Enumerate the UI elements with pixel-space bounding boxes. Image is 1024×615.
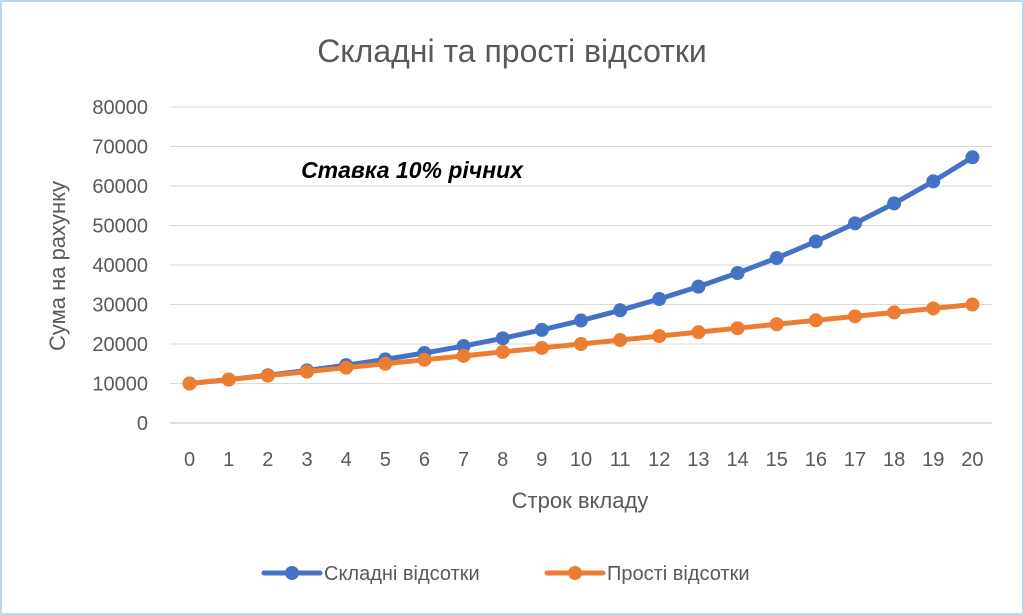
y-tick-label: 70000: [92, 137, 148, 159]
data-point: [534, 340, 549, 355]
x-tick-label: 2: [262, 449, 273, 471]
x-tick-label: 7: [458, 449, 469, 471]
legend-entry: Складні відсотки: [261, 563, 480, 585]
grid-layer: [170, 106, 992, 424]
legend: Складні відсотки Прості відсотки: [261, 563, 750, 585]
x-tick-label: 19: [922, 449, 944, 471]
data-point: [965, 297, 980, 312]
x-tick-label: 9: [536, 449, 547, 471]
x-tick-label: 17: [844, 449, 866, 471]
x-tick-label: 11: [610, 449, 631, 471]
legend-label: Прості відсотки: [607, 563, 750, 585]
x-tick-label: 16: [805, 449, 827, 471]
data-point: [808, 234, 823, 249]
x-tick-label: 20: [961, 449, 983, 471]
data-point: [926, 174, 941, 189]
data-point: [456, 339, 471, 354]
data-point: [339, 360, 354, 375]
data-point: [691, 279, 706, 294]
series-2: [182, 297, 980, 391]
data-point: [808, 313, 823, 328]
data-point: [300, 364, 314, 379]
data-point: [887, 196, 902, 211]
legend-swatch-marker: [285, 566, 299, 580]
legend-entry: Прості відсотки: [544, 563, 750, 585]
x-tick-label: 10: [570, 449, 592, 471]
data-point: [613, 303, 628, 318]
data-point: [769, 317, 784, 332]
y-axis-title: Сума на рахунку: [45, 181, 70, 351]
data-point: [260, 368, 275, 383]
data-point: [574, 337, 588, 351]
data-point: [534, 322, 549, 337]
y-tick-label: 40000: [92, 255, 148, 277]
data-point: [574, 313, 588, 328]
data-point: [965, 150, 980, 165]
data-point: [730, 321, 745, 336]
series-layer: [182, 150, 980, 391]
data-point: [652, 329, 667, 344]
y-tick-label: 10000: [92, 374, 148, 396]
data-point: [495, 331, 510, 346]
data-point: [495, 344, 510, 359]
data-point: [378, 356, 393, 371]
data-point: [769, 251, 784, 266]
x-tick-label: 8: [497, 449, 508, 471]
data-point: [926, 301, 941, 316]
legend-swatch-marker: [568, 566, 582, 580]
y-tick-label: 80000: [92, 97, 148, 119]
data-point: [848, 216, 862, 231]
y-tick-label: 50000: [92, 216, 148, 238]
data-point: [887, 305, 902, 320]
data-point: [417, 352, 432, 367]
x-tick-label: 0: [184, 449, 195, 471]
data-point: [730, 265, 745, 280]
x-tick-label: 12: [648, 449, 670, 471]
data-point: [848, 309, 862, 324]
x-tick-label: 15: [766, 449, 788, 471]
x-tick-label: 3: [301, 449, 312, 471]
y-tick-layer: 0 10000 20000 30000 40000 50000 60000 70000 8000…: [92, 97, 148, 435]
x-tick-label: 6: [419, 449, 430, 471]
x-tick-label: 18: [883, 449, 905, 471]
y-tick-label: 30000: [92, 295, 148, 317]
data-point: [652, 292, 667, 307]
y-tick-label: 20000: [92, 334, 148, 356]
data-point: [221, 372, 236, 387]
data-point: [691, 325, 706, 340]
x-tick-label: 1: [223, 449, 234, 471]
data-point: [182, 376, 197, 391]
x-tick-layer: 0 1 2 3 4 5 6 7 8 9 10 11 12 13 14 15 16 17 18 19 20: [184, 449, 984, 471]
data-point: [456, 348, 471, 363]
y-tick-label: 0: [137, 413, 148, 435]
x-tick-label: 5: [380, 449, 391, 471]
x-tick-label: 13: [687, 449, 709, 471]
data-point: [613, 333, 628, 348]
x-axis-title: Строк вкладу: [512, 488, 649, 513]
x-tick-label: 14: [726, 449, 748, 471]
chart-annotation: Ставка 10% річних: [301, 157, 524, 183]
legend-label: Складні відсотки: [324, 563, 480, 585]
x-tick-label: 4: [341, 449, 352, 471]
chart-title: Складні та прості відсотки: [317, 33, 707, 69]
y-tick-label: 60000: [92, 176, 148, 198]
